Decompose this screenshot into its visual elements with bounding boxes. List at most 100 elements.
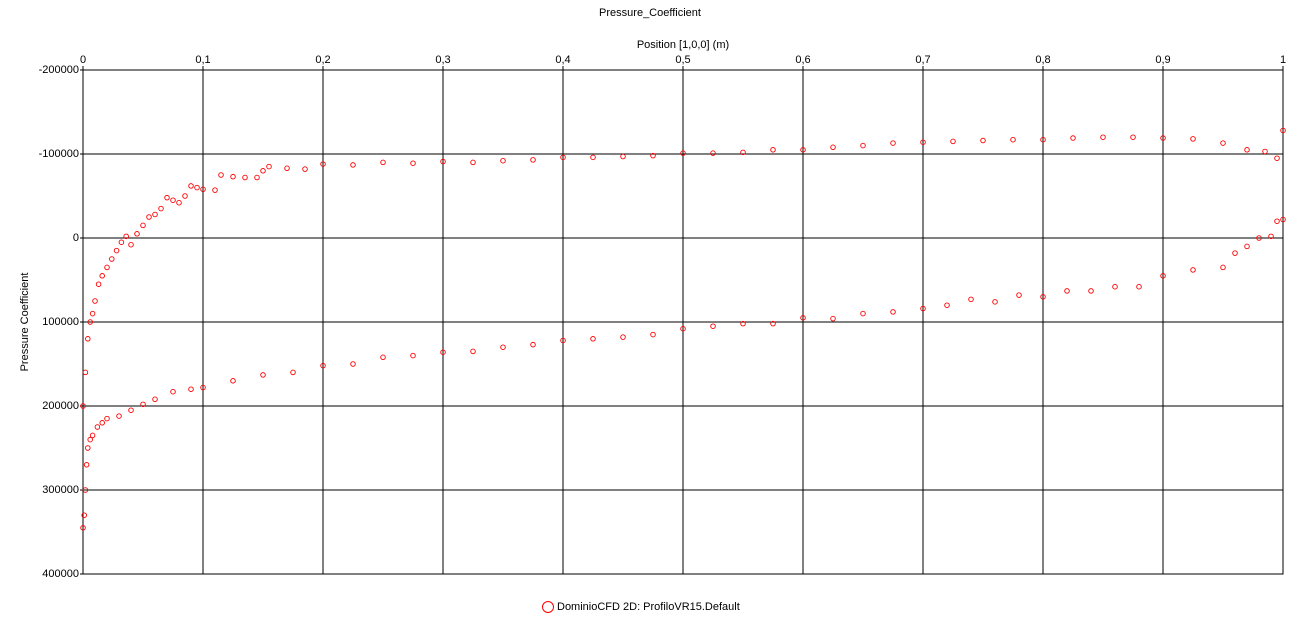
point bbox=[500, 344, 506, 350]
point bbox=[410, 352, 416, 359]
point bbox=[530, 341, 536, 348]
point bbox=[80, 525, 86, 531]
point bbox=[320, 161, 326, 167]
y-axis-label: Pressure Coefficient bbox=[19, 273, 31, 372]
point bbox=[920, 139, 926, 145]
x-tick-label: 0,2 bbox=[315, 54, 330, 66]
x-tick-label: 0,5 bbox=[675, 54, 690, 66]
point bbox=[87, 436, 93, 443]
point bbox=[470, 159, 476, 166]
legend-marker bbox=[542, 601, 554, 613]
y-tick-label: -200000 bbox=[39, 64, 79, 76]
point bbox=[830, 144, 836, 151]
point bbox=[123, 233, 129, 240]
point bbox=[1010, 136, 1016, 143]
chart-title: Pressure_Coefficient bbox=[599, 7, 701, 19]
point bbox=[85, 445, 91, 451]
point bbox=[284, 165, 290, 172]
point bbox=[134, 231, 140, 237]
point bbox=[860, 310, 866, 317]
point bbox=[770, 320, 776, 327]
point bbox=[140, 401, 146, 408]
x-tick-label: 0,6 bbox=[795, 54, 810, 66]
point bbox=[104, 415, 110, 422]
point bbox=[242, 174, 248, 181]
point bbox=[380, 159, 386, 166]
point bbox=[1274, 218, 1280, 224]
point bbox=[82, 487, 89, 493]
point bbox=[118, 239, 125, 245]
point bbox=[1268, 233, 1274, 240]
y-tick-label: 300000 bbox=[42, 484, 79, 496]
x-tick-label: 0,1 bbox=[195, 54, 210, 66]
point bbox=[650, 152, 656, 159]
point bbox=[158, 205, 164, 212]
point bbox=[266, 163, 272, 170]
point bbox=[350, 162, 356, 168]
point bbox=[620, 334, 626, 340]
point bbox=[1112, 283, 1118, 290]
point bbox=[254, 174, 260, 181]
point bbox=[1262, 148, 1268, 155]
point bbox=[170, 197, 176, 203]
point bbox=[590, 336, 596, 342]
point bbox=[992, 299, 998, 305]
point bbox=[182, 193, 188, 199]
point bbox=[410, 160, 416, 166]
point bbox=[194, 184, 200, 191]
y-tick-label: 100000 bbox=[42, 316, 79, 328]
point bbox=[650, 331, 656, 338]
y-tick-label: -100000 bbox=[39, 148, 79, 160]
point bbox=[200, 186, 206, 193]
point bbox=[128, 241, 134, 248]
point bbox=[770, 147, 776, 153]
y-tick-label: 400000 bbox=[42, 568, 79, 580]
point bbox=[890, 309, 896, 315]
point bbox=[680, 325, 686, 332]
point bbox=[82, 369, 89, 376]
point bbox=[99, 273, 105, 279]
point bbox=[260, 372, 266, 378]
point bbox=[620, 153, 626, 160]
point bbox=[1280, 127, 1286, 134]
point bbox=[710, 150, 716, 156]
point bbox=[188, 386, 194, 392]
point bbox=[95, 281, 102, 287]
point bbox=[500, 157, 506, 164]
point bbox=[92, 298, 98, 304]
x-axis-label: Position [1,0,0] (m) bbox=[637, 39, 729, 51]
point bbox=[94, 424, 101, 430]
point bbox=[152, 396, 158, 403]
point bbox=[212, 187, 218, 193]
point bbox=[1016, 292, 1022, 298]
point bbox=[1190, 267, 1196, 273]
point bbox=[560, 337, 566, 344]
x-tick-label: 0,3 bbox=[435, 54, 450, 66]
point bbox=[140, 222, 146, 229]
point bbox=[740, 149, 746, 156]
point bbox=[740, 320, 746, 327]
point bbox=[980, 137, 986, 144]
point bbox=[920, 305, 926, 312]
point bbox=[1136, 283, 1142, 290]
point bbox=[1070, 135, 1076, 141]
point bbox=[116, 413, 122, 419]
plot-frame bbox=[82, 69, 1284, 575]
x-tick-label: 0 bbox=[80, 54, 86, 66]
point bbox=[81, 512, 87, 518]
point bbox=[440, 349, 446, 355]
point bbox=[680, 150, 686, 156]
point bbox=[590, 154, 596, 161]
point bbox=[950, 138, 956, 145]
x-tick-label: 0,4 bbox=[555, 54, 570, 66]
point bbox=[350, 361, 356, 367]
point bbox=[1274, 155, 1280, 161]
point bbox=[380, 354, 386, 361]
point bbox=[1040, 294, 1046, 300]
point bbox=[1190, 136, 1196, 142]
point bbox=[104, 264, 110, 271]
point bbox=[320, 362, 326, 369]
x-tick-label: 0,7 bbox=[915, 54, 930, 66]
point bbox=[85, 336, 91, 342]
point bbox=[1160, 135, 1166, 141]
